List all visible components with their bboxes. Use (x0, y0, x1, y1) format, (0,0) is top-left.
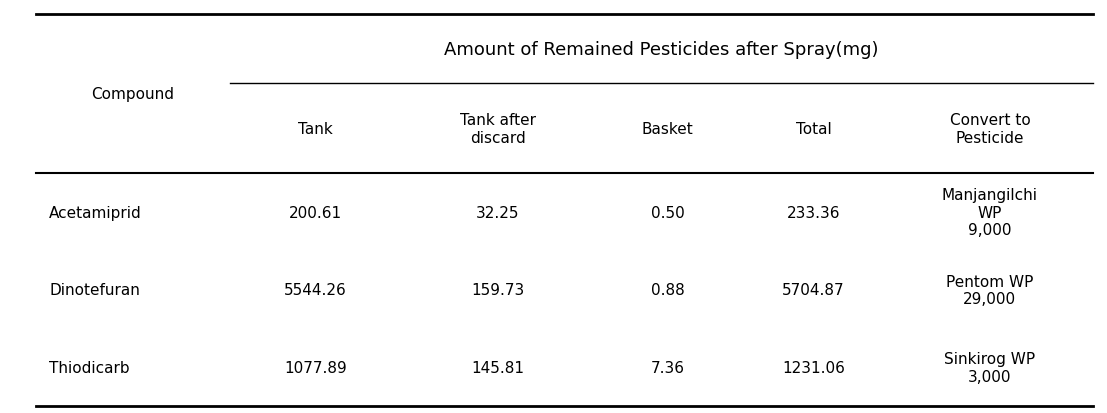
Text: Acetamiprid: Acetamiprid (49, 205, 142, 220)
Text: 0.50: 0.50 (651, 205, 685, 220)
Text: Sinkirog WP
3,000: Sinkirog WP 3,000 (944, 351, 1035, 384)
Text: 1077.89: 1077.89 (284, 360, 346, 375)
Text: Amount of Remained Pesticides after Spray(mg): Amount of Remained Pesticides after Spra… (445, 40, 879, 59)
Text: 32.25: 32.25 (476, 205, 519, 220)
Text: Thiodicarb: Thiodicarb (49, 360, 130, 375)
Text: 233.36: 233.36 (787, 205, 840, 220)
Text: 5704.87: 5704.87 (783, 282, 845, 297)
Text: Compound: Compound (92, 87, 175, 102)
Text: 159.73: 159.73 (472, 282, 525, 297)
Text: Tank after
discard: Tank after discard (459, 113, 536, 145)
Text: 145.81: 145.81 (472, 360, 525, 375)
Text: Manjangilchi
WP
9,000: Manjangilchi WP 9,000 (942, 188, 1038, 237)
Text: Basket: Basket (642, 121, 694, 137)
Text: Total: Total (796, 121, 831, 137)
Text: Pentom WP
29,000: Pentom WP 29,000 (946, 274, 1034, 306)
Text: Dinotefuran: Dinotefuran (49, 282, 139, 297)
Text: Convert to
Pesticide: Convert to Pesticide (950, 113, 1031, 145)
Text: 5544.26: 5544.26 (284, 282, 346, 297)
Text: 7.36: 7.36 (651, 360, 685, 375)
Text: 1231.06: 1231.06 (783, 360, 845, 375)
Text: Tank: Tank (298, 121, 333, 137)
Text: 0.88: 0.88 (651, 282, 685, 297)
Text: 200.61: 200.61 (289, 205, 342, 220)
